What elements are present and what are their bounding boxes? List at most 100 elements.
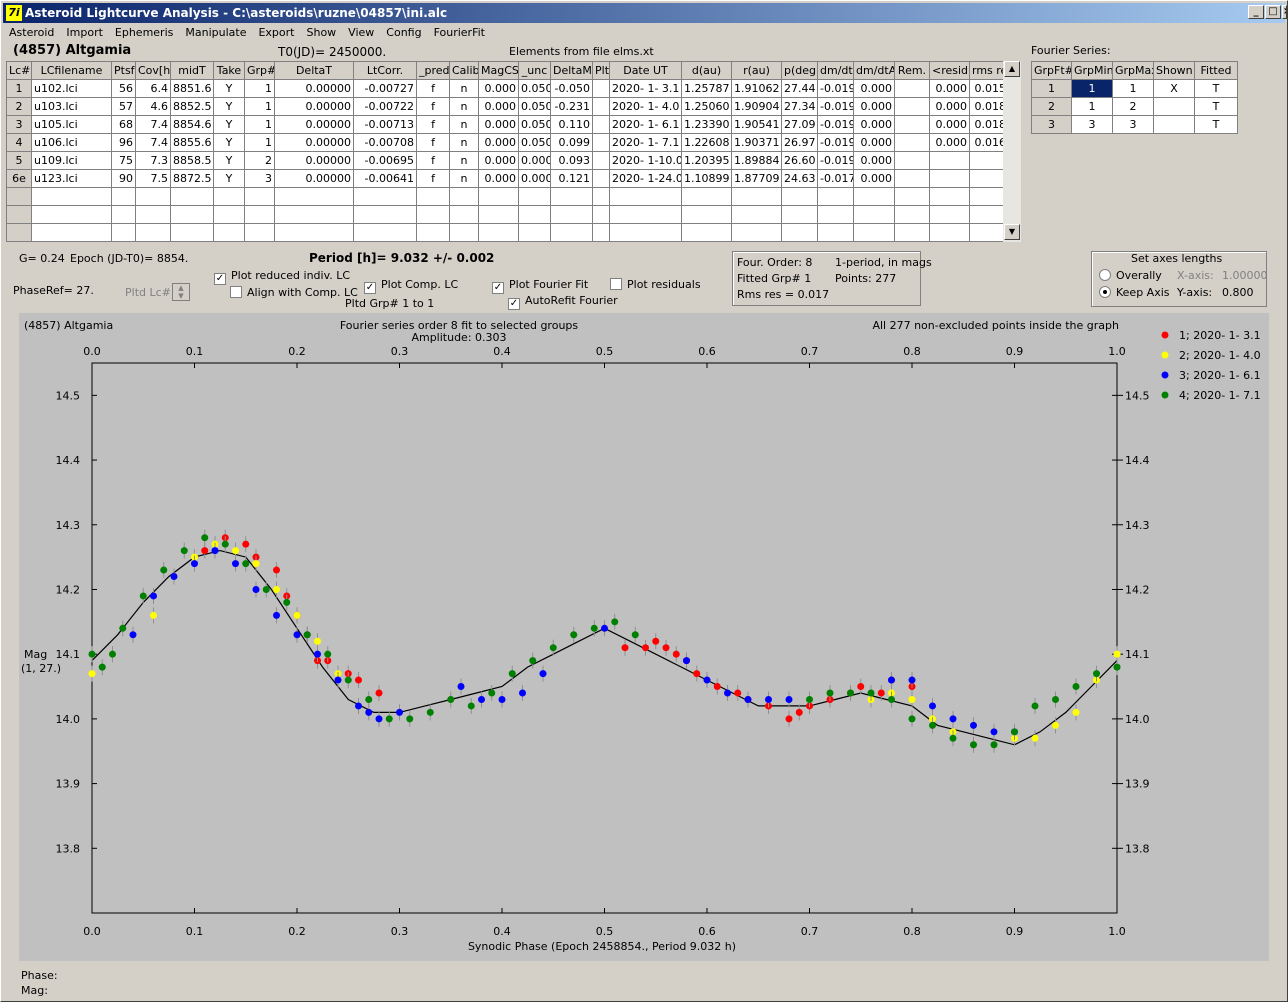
lc-header-cell[interactable]: Plt [592,61,610,80]
table-cell[interactable] [1153,115,1195,134]
table-cell[interactable]: X [1153,79,1195,98]
lc-header-cell[interactable]: midT [170,61,214,80]
table-cell[interactable]: 2020- 1-10.0 [609,151,682,170]
lc-header-cell[interactable]: _unc [518,61,551,80]
table-cell[interactable] [929,151,970,170]
table-cell[interactable]: 1 [1071,97,1113,116]
table-cell[interactable]: u105.lci [31,115,112,134]
table-cell[interactable]: 3 [244,169,275,188]
empty-cell[interactable] [416,205,450,224]
empty-cell[interactable] [781,205,818,224]
table-cell[interactable]: f [416,79,450,98]
table-cell[interactable]: 7.5 [135,169,171,188]
table-cell[interactable]: Y [213,169,245,188]
table-cell[interactable]: n [449,79,479,98]
table-cell[interactable]: 8852.5 [170,97,214,116]
empty-cell[interactable] [781,223,818,242]
row-number-cell[interactable]: 5 [6,151,32,170]
lc-header-cell[interactable]: _pred. [416,61,450,80]
lc-header-cell[interactable]: Take [213,61,245,80]
empty-cell[interactable] [449,187,479,206]
table-cell[interactable]: -0.00722 [353,97,417,116]
table-cell[interactable] [592,115,610,134]
row-number-cell[interactable]: 2 [6,97,32,116]
table-cell[interactable]: -0.050 [550,79,593,98]
empty-cell[interactable] [416,187,450,206]
table-cell[interactable] [894,79,930,98]
table-cell[interactable]: 1.22608 [681,133,732,152]
lc-header-cell[interactable]: Calib. [449,61,479,80]
table-cell[interactable]: 0.00000 [274,79,354,98]
table-cell[interactable] [894,133,930,152]
menu-asteroid[interactable]: Asteroid [9,26,55,39]
table-cell[interactable] [592,97,610,116]
empty-cell[interactable] [244,205,275,224]
table-cell[interactable]: 26.97 [781,133,818,152]
lc-header-cell[interactable]: r(au) [731,61,782,80]
plot-reduced-checkbox[interactable]: ✓ Plot reduced indiv. LC [214,269,351,285]
empty-cell[interactable] [929,187,970,206]
empty-cell[interactable] [449,223,479,242]
table-cell[interactable]: 4.6 [135,97,171,116]
lc-header-cell[interactable]: LtCorr. [353,61,417,80]
table-cell[interactable]: 0.00000 [274,115,354,134]
table-cell[interactable]: 1 [1071,79,1113,98]
lc-header-cell[interactable]: Rem. [894,61,930,80]
table-cell[interactable]: 0.000 [518,151,551,170]
table-cell[interactable]: 0.000 [853,169,895,188]
empty-cell[interactable] [518,187,551,206]
empty-cell[interactable] [274,205,354,224]
table-cell[interactable]: 0.000 [853,97,895,116]
table-cell[interactable]: 27.34 [781,97,818,116]
fourier-header-cell[interactable]: Shown [1153,61,1195,80]
empty-cell[interactable] [929,205,970,224]
table-cell[interactable]: 8854.6 [170,115,214,134]
table-cell[interactable]: 1.25787 [681,79,732,98]
table-cell[interactable]: 0.050 [518,97,551,116]
empty-cell[interactable] [781,187,818,206]
table-cell[interactable]: 0.099 [550,133,593,152]
table-cell[interactable]: 2020- 1- 3.1 [609,79,682,98]
table-cell[interactable]: T [1194,79,1238,98]
table-cell[interactable]: f [416,169,450,188]
empty-cell[interactable] [353,187,417,206]
table-cell[interactable]: -0.00727 [353,79,417,98]
table-cell[interactable]: 2 [244,151,275,170]
table-cell[interactable]: 90 [111,169,136,188]
table-cell[interactable]: 0.000 [853,79,895,98]
empty-cell[interactable] [592,205,610,224]
table-row[interactable]: 4 u106.lci 96 7.4 8855.6 Y 1 0.00000 -0.00708 f n 0… [6,133,1009,152]
lightcurve-table[interactable]: Lc#LCfilenamePtsfCov[h]midTTakeGrp#Delta… [6,61,1009,242]
table-cell[interactable]: -0.017 [817,169,854,188]
empty-cell[interactable] [31,187,112,206]
row-number-cell[interactable]: 3 [6,115,32,134]
table-cell[interactable]: 1.87709 [731,169,782,188]
table-cell[interactable]: 2020- 1- 6.1 [609,115,682,134]
menu-view[interactable]: View [348,26,375,39]
table-scrollbar[interactable]: ▲ ▼ [1003,61,1021,242]
table-cell[interactable]: 6.4 [135,79,171,98]
menu-fourierfit[interactable]: FourierFit [433,26,485,39]
table-cell[interactable]: -0.019 [817,79,854,98]
table-cell[interactable]: -0.231 [550,97,593,116]
table-cell[interactable]: 0.00000 [274,151,354,170]
table-cell[interactable]: 1.90371 [731,133,782,152]
lightcurve-plot-panel[interactable]: (4857) Altgamia Fourier series order 8 fi… [19,313,1269,961]
empty-cell[interactable] [518,223,551,242]
empty-cell[interactable] [731,205,782,224]
empty-cell[interactable] [274,187,354,206]
empty-cell[interactable] [592,187,610,206]
empty-cell[interactable] [6,205,32,224]
table-cell[interactable]: 0.121 [550,169,593,188]
table-cell[interactable] [894,169,930,188]
table-cell[interactable]: f [416,151,450,170]
empty-cell[interactable] [550,205,593,224]
menu-manipulate[interactable]: Manipulate [185,26,247,39]
table-cell[interactable]: -0.019 [817,97,854,116]
row-number-cell[interactable]: 1 [1031,79,1072,98]
table-cell[interactable]: 57 [111,97,136,116]
table-cell[interactable]: 1.10899 [681,169,732,188]
table-row[interactable]: 5 u109.lci 75 7.3 8858.5 Y 2 0.00000 -0.00695 f n 0… [6,151,1009,170]
